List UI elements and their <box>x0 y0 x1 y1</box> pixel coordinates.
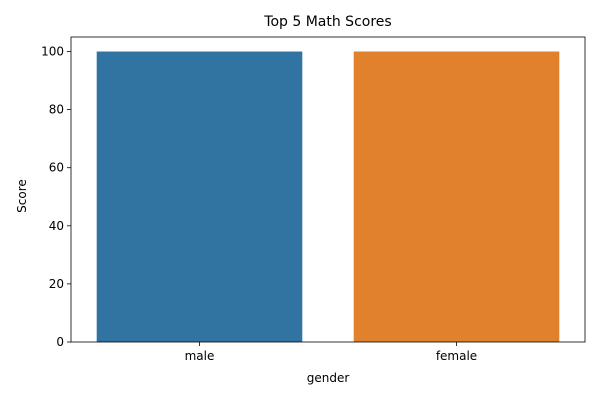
x-tick-label: female <box>436 349 477 363</box>
y-tick-label: 80 <box>49 103 64 117</box>
plot-frame <box>70 36 586 343</box>
x-tick-label: male <box>185 349 215 363</box>
x-axis-label: gender <box>307 371 350 385</box>
y-tick-label: 20 <box>49 277 64 291</box>
chart-title: Top 5 Math Scores <box>263 14 391 30</box>
y-tick-label: 0 <box>56 335 64 349</box>
y-axis-label: Score <box>15 179 29 213</box>
plot-area: male female 0 20 40 60 80 100 <box>41 36 586 363</box>
y-tick-label: 40 <box>49 219 64 233</box>
y-tick-label: 60 <box>49 161 64 175</box>
bar-female <box>353 51 560 343</box>
bar-male <box>96 51 303 343</box>
y-tick-label: 100 <box>41 45 64 59</box>
